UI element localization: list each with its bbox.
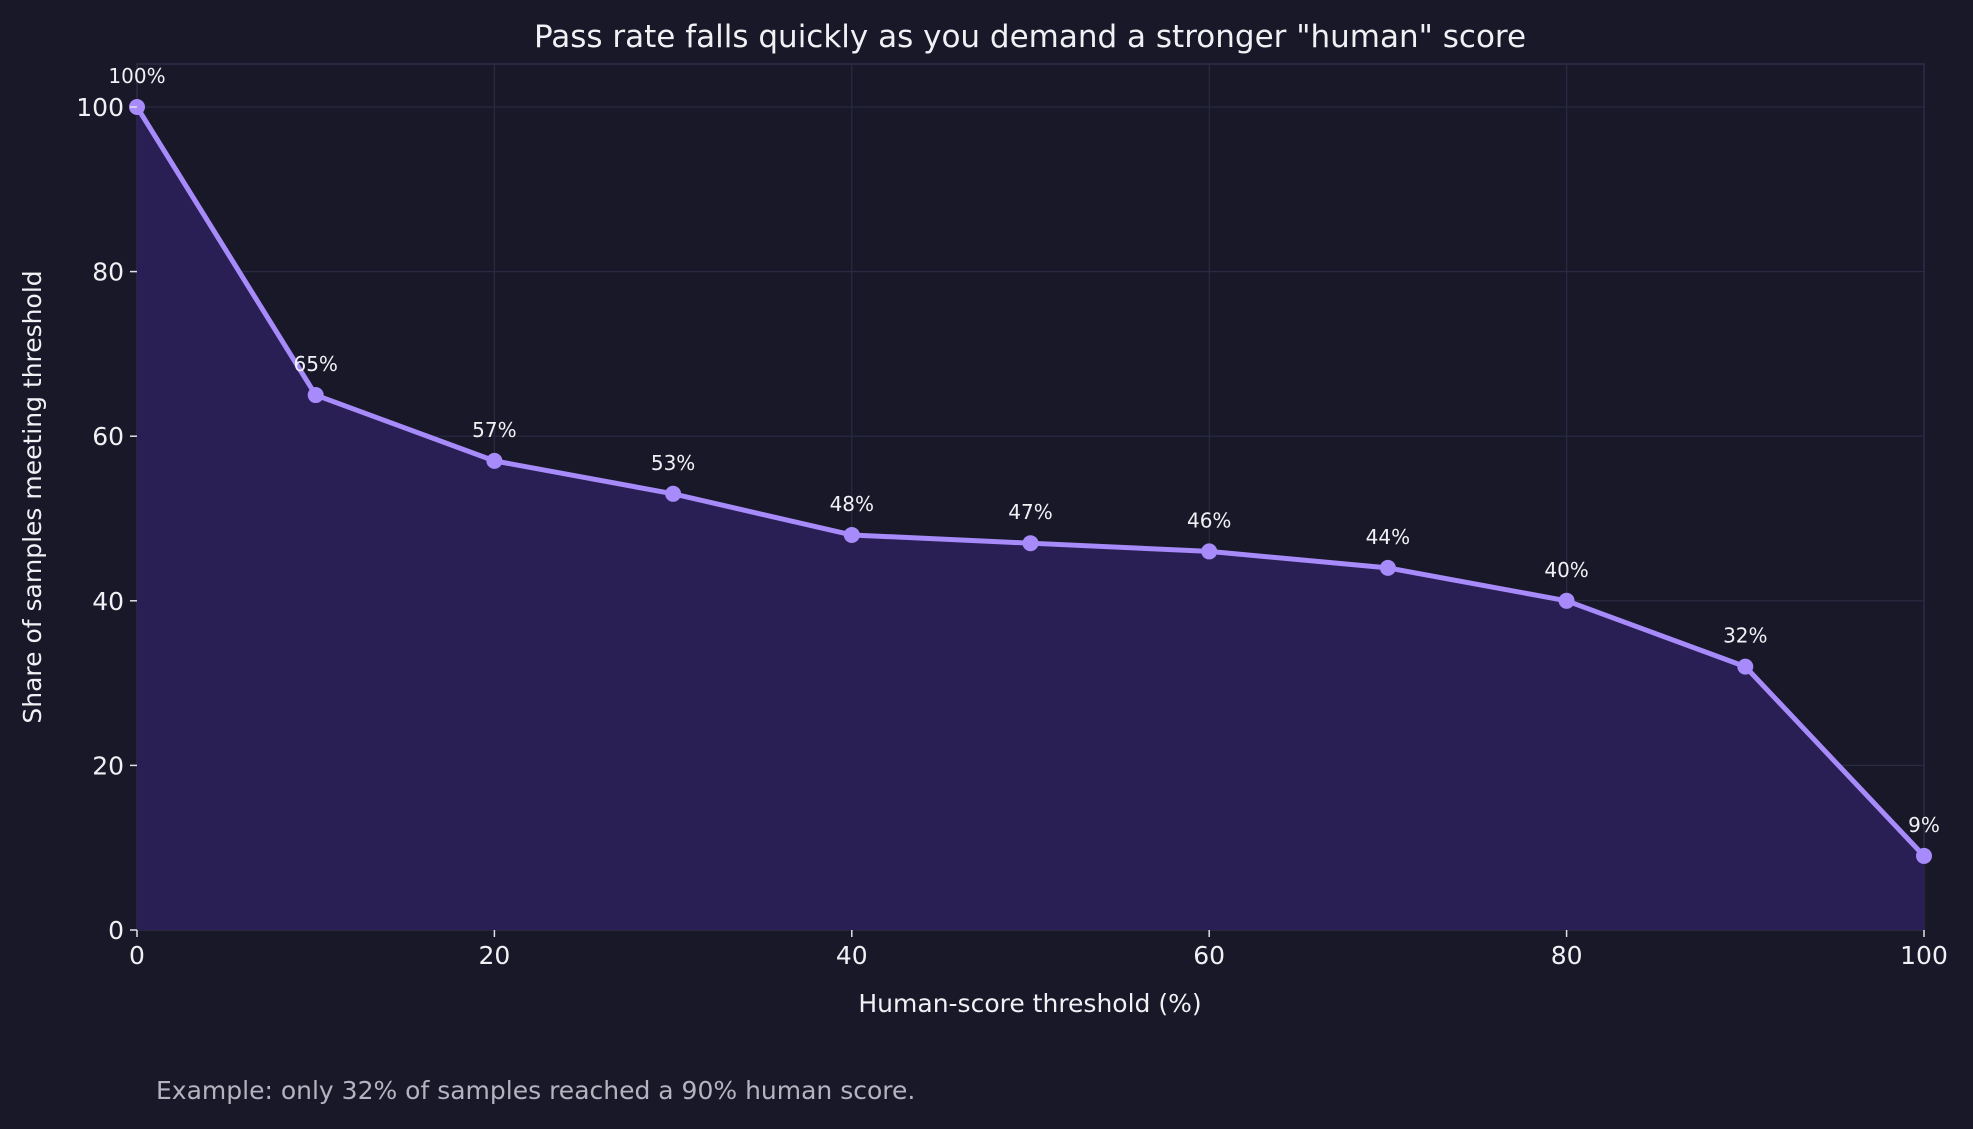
data-point: [1022, 535, 1039, 552]
y-axis-label: Share of samples meeting threshold: [18, 270, 47, 723]
data-label: 48%: [830, 492, 874, 516]
data-point: [843, 526, 860, 543]
data-label: 46%: [1187, 508, 1231, 532]
data-label: 53%: [651, 451, 695, 475]
y-tick-label: 0: [108, 916, 124, 945]
y-tick-label: 80: [92, 258, 124, 287]
data-point: [1737, 658, 1754, 675]
y-tick-label: 20: [92, 751, 124, 780]
data-label: 32%: [1723, 624, 1767, 648]
data-point: [307, 387, 324, 404]
data-label: 44%: [1366, 525, 1410, 549]
data-label: 57%: [472, 418, 516, 442]
y-tick-label: 40: [92, 587, 124, 616]
ticks: 0 20 40 60 80 100 0 20 40 60 80 100: [76, 93, 1948, 970]
data-label: 65%: [293, 352, 337, 376]
data-label: 47%: [1008, 500, 1052, 524]
x-tick-label: 100: [1900, 941, 1948, 970]
data-point: [1558, 592, 1575, 609]
data-point: [665, 485, 682, 502]
x-tick-label: 60: [1193, 941, 1225, 970]
chart-title: Pass rate falls quickly as you demand a …: [534, 19, 1526, 55]
area-fill: [137, 107, 1924, 930]
data-point: [1916, 847, 1932, 864]
x-tick-label: 0: [129, 941, 145, 970]
data-label: 9%: [1908, 813, 1940, 837]
data-point: [1201, 543, 1218, 560]
x-tick-label: 40: [836, 941, 868, 970]
y-tick-label: 100: [76, 93, 124, 122]
y-tick-label: 60: [92, 422, 124, 451]
x-tick-label: 20: [478, 941, 510, 970]
data-labels: 100% 65% 57% 53% 48% 47% 46% 44% 40% 32% 9%: [108, 64, 1939, 837]
x-axis-label: Human-score threshold (%): [858, 989, 1201, 1018]
data-point: [1379, 559, 1396, 576]
data-point: [486, 452, 503, 469]
data-label: 40%: [1544, 558, 1588, 582]
x-tick-label: 80: [1551, 941, 1583, 970]
data-label: 100%: [108, 64, 165, 88]
footnote: Example: only 32% of samples reached a 9…: [156, 1076, 916, 1105]
